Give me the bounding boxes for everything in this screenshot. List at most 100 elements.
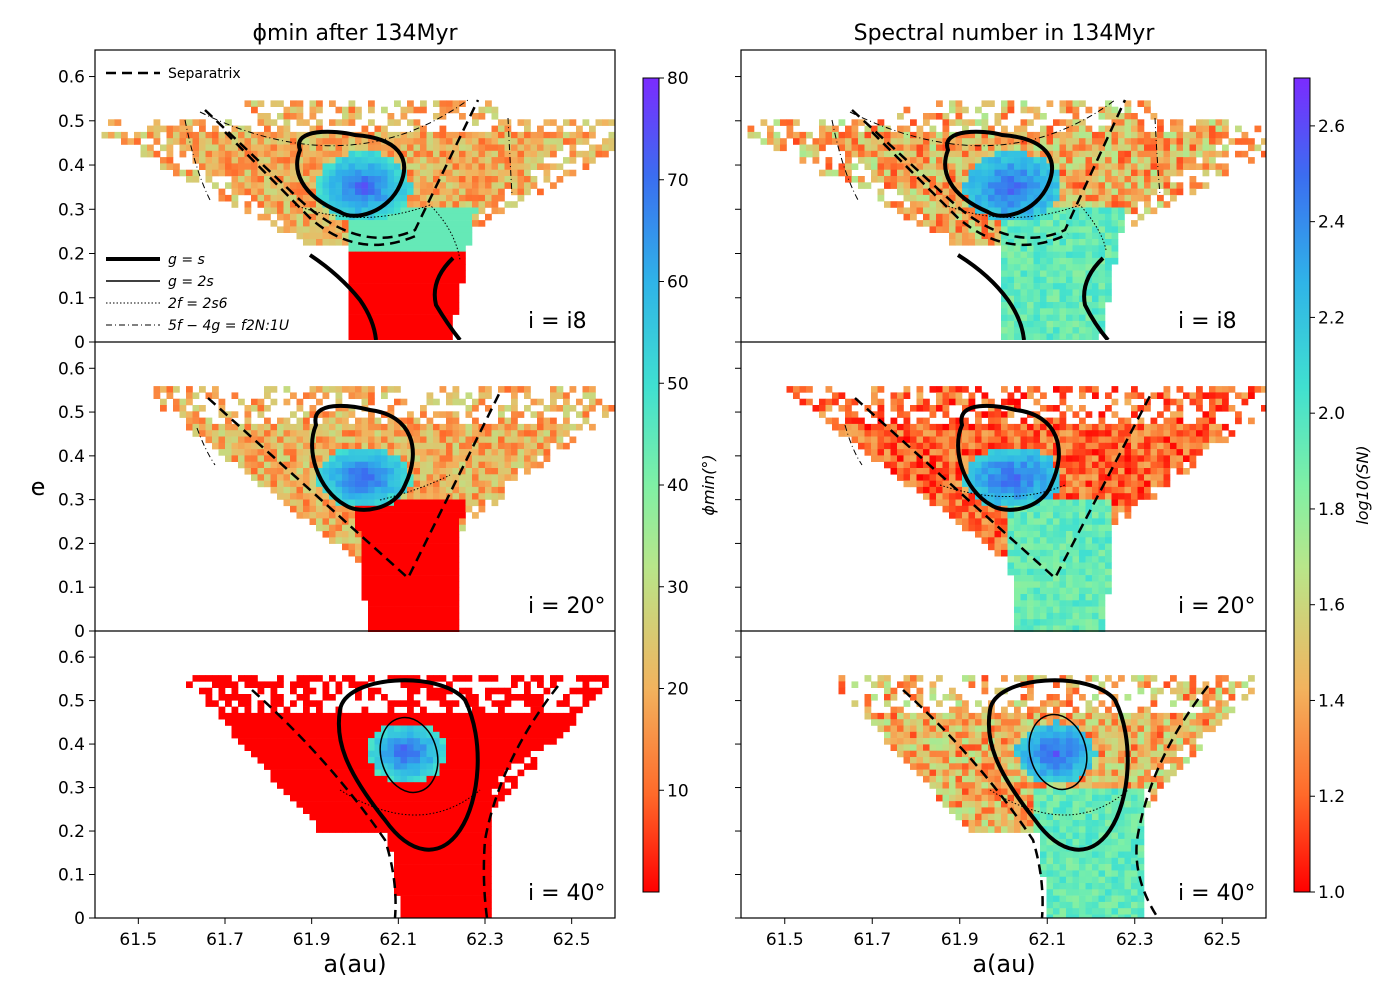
heatmap-cell: [270, 449, 278, 456]
heatmap-cell: [1163, 392, 1171, 399]
heatmap-cell: [426, 556, 434, 563]
heatmap-cell: [465, 870, 473, 877]
heatmap-cell: [1059, 194, 1067, 202]
heatmap-cell: [400, 594, 408, 601]
heatmap-cell: [433, 794, 440, 802]
heatmap-cell: [1124, 188, 1132, 196]
heatmap-cell: [309, 239, 317, 246]
heatmap-cell: [316, 455, 323, 462]
heatmap-cell: [465, 144, 473, 152]
heatmap-cell: [537, 449, 544, 456]
heatmap-cell: [1248, 144, 1255, 152]
heatmap-cell: [988, 188, 995, 196]
heatmap-cell: [452, 150, 460, 158]
heatmap-cell: [485, 405, 492, 412]
heatmap-cell: [426, 826, 434, 833]
heatmap-cell: [355, 549, 362, 557]
heatmap-cell: [400, 270, 408, 278]
heatmap-cell: [264, 213, 271, 221]
heatmap-cell: [361, 245, 369, 252]
heatmap-cell: [186, 119, 193, 126]
heatmap-cell: [504, 405, 512, 412]
heatmap-cell: [1150, 207, 1158, 215]
heatmap-cell: [433, 612, 440, 620]
heatmap-cell: [1085, 125, 1093, 133]
heatmap-cell: [962, 386, 969, 393]
heatmap-cell: [936, 398, 943, 406]
heatmap-cell: [368, 169, 375, 177]
heatmap-cell: [368, 731, 375, 739]
heatmap-cell: [1007, 398, 1015, 406]
heatmap-cell: [394, 430, 401, 437]
heatmap-cell: [1157, 169, 1164, 177]
heatmap-cell: [504, 455, 512, 462]
heatmap-cell: [498, 706, 505, 714]
heatmap-cell: [394, 606, 401, 614]
heatmap-cell: [407, 232, 414, 240]
heatmap-cell: [446, 625, 453, 632]
heatmap-cell: [446, 889, 453, 896]
heatmap-cell: [942, 392, 950, 399]
heatmap-cell: [270, 188, 278, 196]
heatmap-cell: [153, 119, 161, 126]
heatmap-cell: [1020, 302, 1028, 309]
heatmap-cell: [459, 725, 466, 733]
heatmap-cell: [342, 801, 349, 808]
heatmap-cell: [537, 398, 544, 406]
heatmap-cell: [478, 738, 486, 745]
heatmap-cell: [348, 807, 356, 814]
heatmap-cell: [303, 188, 310, 196]
heatmap-cell: [949, 157, 956, 164]
heatmap-cell: [231, 144, 239, 152]
heatmap-cell: [478, 845, 486, 852]
heatmap-cell: [524, 442, 531, 450]
heatmap-cell: [981, 144, 989, 152]
heatmap-cell: [825, 131, 833, 139]
heatmap-cell: [270, 694, 278, 701]
heatmap-cell: [452, 712, 460, 720]
heatmap-cell: [283, 386, 291, 393]
heatmap-cell: [348, 163, 356, 170]
heatmap-cell: [485, 176, 492, 183]
heatmap-cell: [446, 876, 453, 884]
heatmap-cell: [478, 857, 486, 865]
heatmap-cell: [309, 163, 317, 170]
heatmap-cell: [459, 518, 466, 525]
heatmap-cell: [335, 150, 343, 158]
heatmap-cell: [439, 556, 447, 563]
heatmap-cell: [342, 725, 349, 733]
heatmap-cell: [903, 182, 911, 189]
heatmap-cell: [381, 125, 388, 133]
heatmap-cell: [812, 144, 820, 152]
heatmap-cell: [1001, 333, 1008, 340]
heatmap-cell: [374, 138, 382, 145]
heatmap-cell: [309, 775, 317, 783]
heatmap-cell: [1144, 144, 1151, 152]
heatmap-cell: [244, 163, 252, 170]
heatmap-cell: [576, 125, 583, 133]
heatmap-cell: [368, 537, 375, 544]
heatmap-cell: [342, 524, 349, 532]
heatmap-cell: [348, 251, 356, 259]
heatmap-cell: [348, 719, 356, 726]
heatmap-cell: [1007, 157, 1015, 164]
heatmap-cell: [916, 182, 924, 189]
heatmap-cell: [355, 245, 362, 252]
heatmap-cell: [394, 838, 401, 846]
heatmap-cell: [439, 474, 447, 481]
heatmap-cell: [1027, 176, 1034, 183]
heatmap-cell: [975, 207, 982, 215]
heatmap-cell: [576, 687, 583, 695]
heatmap-cell: [322, 442, 330, 450]
heatmap-cell: [335, 131, 343, 139]
heatmap-cell: [322, 176, 330, 183]
heatmap-cell: [465, 405, 473, 412]
heatmap-cell: [394, 194, 401, 202]
heatmap-cell: [799, 386, 807, 393]
heatmap-cell: [166, 144, 174, 152]
heatmap-cell: [400, 807, 408, 814]
heatmap-cell: [1105, 289, 1112, 296]
heatmap-cell: [459, 499, 466, 507]
heatmap-cell: [426, 264, 434, 271]
heatmap-cell: [1189, 182, 1197, 189]
